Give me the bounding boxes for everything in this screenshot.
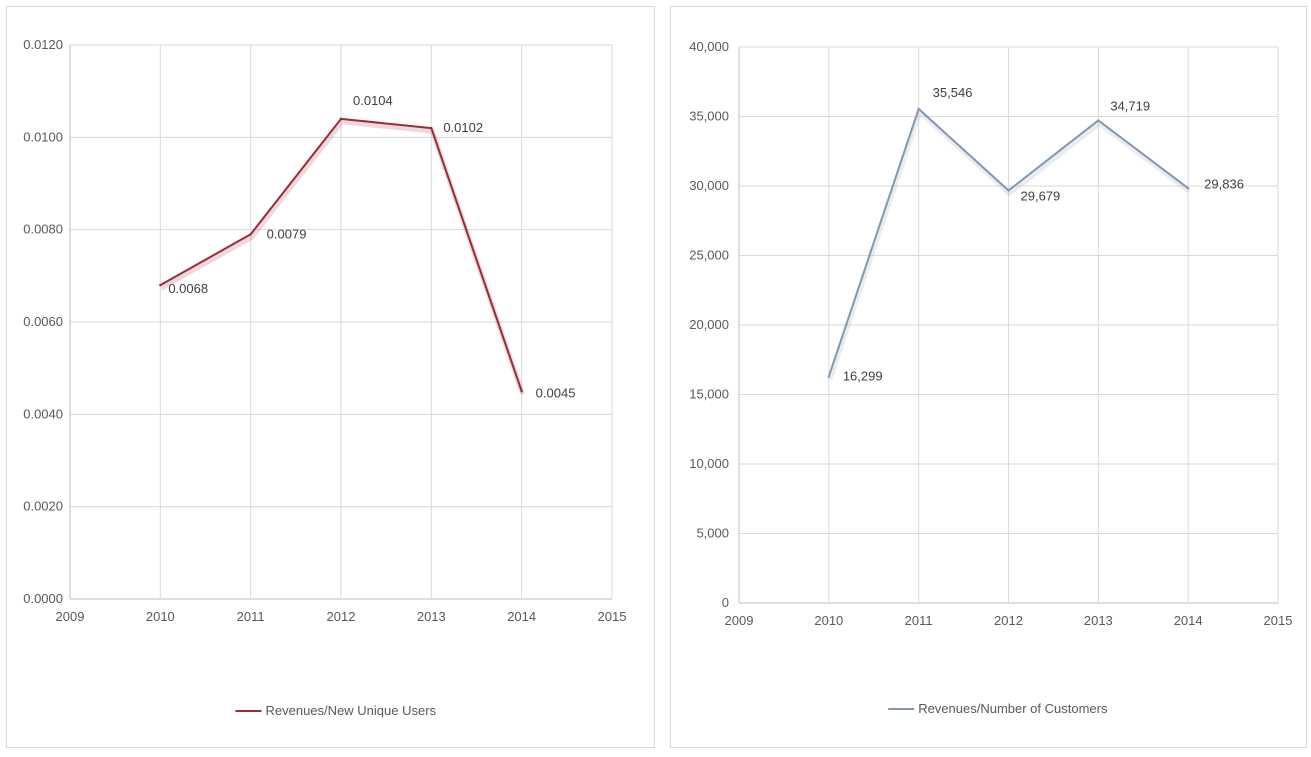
x-tick-label: 2012 — [327, 609, 356, 624]
series-line-shadow — [827, 109, 1191, 381]
x-tick-label: 2014 — [507, 609, 536, 624]
chart-right: 0 5,000 10,000 15,000 20,000 25,000 30,000 35,0… — [689, 39, 1293, 716]
y-tick-label: 0.0040 — [23, 406, 63, 421]
y-tick-label: 25,000 — [689, 248, 729, 263]
data-label: 35,546 — [933, 85, 973, 100]
data-label: 0.0104 — [353, 93, 393, 108]
data-label: 29,679 — [1021, 188, 1061, 203]
y-tick-label: 0 — [722, 595, 729, 610]
series-line-shadow — [160, 119, 526, 396]
x-tick-label: 2010 — [814, 613, 843, 628]
x-tick-label: 2013 — [1084, 613, 1113, 628]
legend-label: Revenues/New Unique Users — [266, 703, 437, 718]
y-tick-label: 0.0120 — [23, 37, 63, 52]
x-tick-label: 2009 — [725, 613, 754, 628]
data-point — [159, 283, 162, 287]
x-tick-label: 2011 — [905, 613, 933, 628]
y-tick-label: 30,000 — [689, 178, 729, 193]
x-tick-label: 2013 — [417, 609, 446, 624]
y-tick-label: 0.0020 — [23, 499, 63, 514]
data-point — [917, 107, 920, 111]
y-tick-label: 20,000 — [689, 317, 729, 332]
x-tick-label: 2009 — [56, 609, 85, 624]
data-label: 34,719 — [1110, 98, 1150, 113]
y-tick-label: 0.0000 — [23, 591, 63, 606]
x-tick-label: 2015 — [1264, 613, 1293, 628]
y-tick-label: 0.0100 — [23, 129, 63, 144]
chart-panel-left: 0.0000 0.0020 0.0040 0.0060 0.0080 0.0100 0.01… — [6, 6, 655, 748]
x-tick-label: 2015 — [598, 609, 627, 624]
data-point — [430, 126, 433, 130]
data-point — [520, 390, 523, 393]
y-tick-label: 0.0080 — [23, 222, 63, 237]
chart-left: 0.0000 0.0020 0.0040 0.0060 0.0080 0.0100 0.01… — [23, 37, 627, 718]
y-tick-label: 10,000 — [689, 456, 729, 471]
data-label: 0.0079 — [267, 226, 307, 241]
data-point — [827, 375, 831, 378]
data-label: 16,299 — [843, 368, 883, 383]
y-tick-label: 40,000 — [689, 39, 729, 54]
data-point — [1007, 189, 1010, 192]
y-tick-label: 35,000 — [689, 109, 729, 124]
x-tick-label: 2011 — [237, 609, 265, 624]
x-tick-label: 2012 — [994, 613, 1023, 628]
data-point — [249, 233, 252, 236]
data-point — [1186, 187, 1190, 190]
y-tick-label: 5,000 — [696, 526, 729, 541]
data-point — [339, 117, 343, 121]
x-tick-label: 2014 — [1174, 613, 1203, 628]
data-label: 29,836 — [1204, 176, 1244, 191]
data-label: 0.0045 — [536, 385, 576, 400]
legend-label: Revenues/Number of Customers — [918, 701, 1108, 716]
y-tick-label: 0.0060 — [23, 314, 63, 329]
data-label: 0.0068 — [168, 281, 208, 296]
data-label: 0.0102 — [443, 120, 483, 135]
y-tick-label: 15,000 — [689, 387, 729, 402]
data-point — [1097, 119, 1100, 122]
chart-panel-right: 0 5,000 10,000 15,000 20,000 25,000 30,000 35,0… — [670, 6, 1307, 748]
x-tick-label: 2010 — [146, 609, 175, 624]
